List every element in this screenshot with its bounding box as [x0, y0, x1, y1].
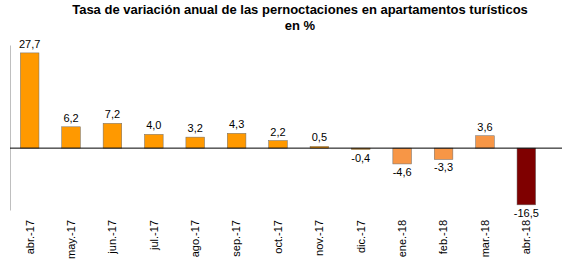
title-line: en % [285, 18, 316, 33]
x-tick: dic.-17 [355, 220, 367, 253]
x-tick-label: abr.-18 [520, 220, 532, 254]
x-tick: abr.-18 [520, 220, 532, 254]
y-axis-line [10, 46, 11, 211]
data-label: 6,2 [63, 112, 78, 124]
x-tick: jul.-17 [148, 220, 160, 251]
x-tick-label: nov.-17 [313, 220, 325, 256]
data-label: 27,7 [19, 38, 40, 50]
bar [20, 53, 39, 148]
x-tick-label: sep.-17 [230, 220, 242, 257]
bar [227, 133, 246, 148]
data-label: -16,5 [514, 207, 539, 219]
data-label: 2,2 [270, 126, 285, 138]
y-axis [10, 46, 11, 211]
bar [517, 148, 536, 205]
data-label: 7,2 [105, 108, 120, 120]
x-tick-label: jun.-17 [106, 220, 118, 255]
x-tick: feb.-18 [437, 220, 449, 254]
chart: Tasa de variación anual de las pernoctac… [0, 0, 575, 272]
data-label: 0,5 [312, 131, 327, 143]
data-label: 3,6 [477, 121, 492, 133]
zero-line [10, 148, 562, 149]
x-axis: abr.-17 may.-17 jun.-17 jul.-17 ago.-17 sep.-… [24, 220, 533, 259]
x-tick: sep.-17 [230, 220, 242, 257]
bar [103, 123, 122, 148]
data-label: -3,3 [434, 161, 453, 173]
bar [145, 134, 164, 148]
x-tick: oct.-17 [272, 220, 284, 254]
data-label: 3,2 [188, 122, 203, 134]
x-tick: jun.-17 [106, 220, 118, 255]
data-label: -4,6 [393, 166, 412, 178]
x-tick: nov.-17 [313, 220, 325, 256]
x-tick-label: ago.-17 [189, 220, 201, 257]
bar [434, 148, 453, 159]
data-label: 4,0 [146, 119, 161, 131]
x-tick: mar.-18 [479, 220, 491, 257]
data-label: 4,3 [229, 118, 244, 130]
x-tick-label: abr.-17 [24, 220, 36, 254]
bar [62, 127, 81, 148]
x-tick-label: ene.-18 [396, 220, 408, 257]
x-tick: may.-17 [65, 220, 77, 259]
title-line: Tasa de variación anual de las pernoctac… [72, 2, 528, 17]
x-tick-label: may.-17 [65, 220, 77, 259]
bar [393, 148, 412, 164]
data-labels: 27,7 6,2 7,2 4,0 3,2 4,3 2,2 0,5 -0,4 -4,6 -3,3 3,6… [19, 38, 539, 219]
x-tick: ago.-17 [189, 220, 201, 257]
x-tick-label: feb.-18 [437, 220, 449, 254]
x-tick-label: mar.-18 [479, 220, 491, 257]
bars [20, 53, 535, 205]
x-tick: abr.-17 [24, 220, 36, 254]
bar [476, 136, 495, 148]
x-tick-label: dic.-17 [355, 220, 367, 253]
x-tick-label: jul.-17 [148, 220, 160, 251]
bar [269, 141, 288, 149]
x-tick: ene.-18 [396, 220, 408, 257]
data-label: -0,4 [351, 152, 370, 164]
title: Tasa de variación anual de las pernoctac… [72, 2, 528, 33]
x-tick-label: oct.-17 [272, 220, 284, 254]
bar [186, 137, 205, 148]
